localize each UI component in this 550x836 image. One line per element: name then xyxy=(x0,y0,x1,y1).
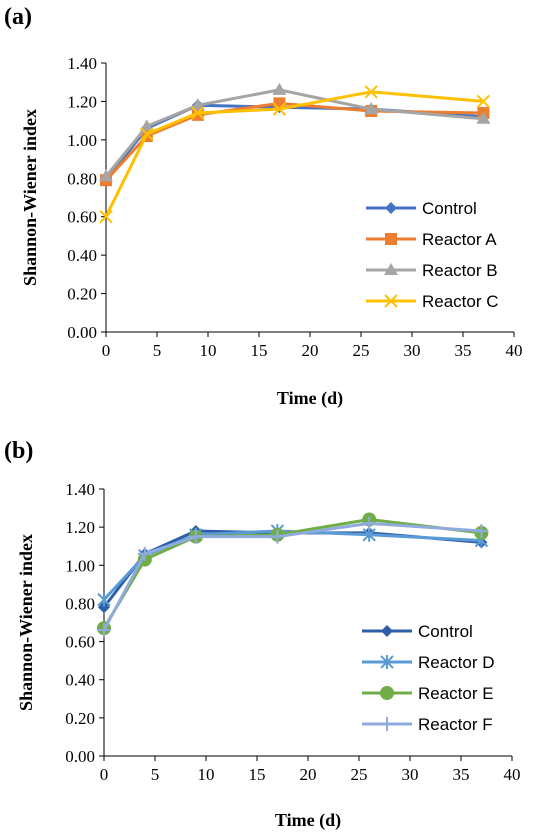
legend-marker xyxy=(384,294,398,308)
data-point xyxy=(190,98,205,111)
x-tick-label: 40 xyxy=(506,341,523,360)
panel-a-label: (a) xyxy=(4,4,32,30)
data-point xyxy=(364,85,378,99)
data-point xyxy=(270,529,285,544)
chart-panel-0: 0.00 0.20 0.40 0.60 0.80 1.00 1.20 1.40 0 5 10 15 20… xyxy=(20,54,523,409)
legend-label: Reactor E xyxy=(418,684,494,703)
legend-label: Reactor A xyxy=(422,230,497,249)
y-tick-label: 0.00 xyxy=(67,323,97,342)
y-tick-label: 0.20 xyxy=(67,285,97,304)
x-tick-label: 10 xyxy=(200,341,217,360)
legend: Control Reactor A Reactor B Reactor C xyxy=(366,199,499,311)
series-line xyxy=(104,90,484,218)
x-tick-label: 15 xyxy=(249,765,266,784)
legend-label: Reactor D xyxy=(418,653,495,672)
series-line xyxy=(104,103,484,182)
x-tick-label: 20 xyxy=(302,341,319,360)
data-point xyxy=(140,127,154,141)
series-line xyxy=(104,88,484,178)
legend-label: Control xyxy=(422,199,477,218)
y-tick-label: 1.20 xyxy=(65,518,95,537)
x-tick-label: 25 xyxy=(351,765,368,784)
legend-marker xyxy=(385,202,397,214)
x-tick-label: 35 xyxy=(453,765,470,784)
legend-label: Reactor C xyxy=(422,292,499,311)
y-tick-label: 0.80 xyxy=(65,594,95,613)
series-2 xyxy=(99,82,491,182)
y-tick-label: 0.00 xyxy=(65,747,95,766)
x-tick-label: 5 xyxy=(153,341,162,360)
x-tick-label: 30 xyxy=(404,341,421,360)
data-point xyxy=(97,623,111,638)
series-1 xyxy=(100,97,490,187)
x-tick-label: 20 xyxy=(300,765,317,784)
series-line xyxy=(102,521,482,631)
series-2 xyxy=(97,512,489,636)
legend: Control Reactor D Reactor E Reactor F xyxy=(362,622,495,734)
y-tick-label: 0.20 xyxy=(65,709,95,728)
y-tick-label: 1.00 xyxy=(65,556,95,575)
legend-marker xyxy=(380,655,394,669)
series-3 xyxy=(97,516,489,638)
y-axis-title: Shannon-Wiener index xyxy=(16,534,36,711)
x-tick-label: 35 xyxy=(455,341,472,360)
legend-marker xyxy=(380,717,394,731)
legend-label: Reactor B xyxy=(422,261,498,280)
panel-b-label: (b) xyxy=(4,438,34,464)
y-axis-title: Shannon-Wiener index xyxy=(20,109,40,286)
x-tick-label: 30 xyxy=(402,765,419,784)
data-point xyxy=(137,546,152,561)
legend-marker xyxy=(380,686,394,700)
legend-label: Reactor F xyxy=(418,715,493,734)
data-point xyxy=(272,82,287,95)
y-tick-label: 0.40 xyxy=(67,246,97,265)
data-point xyxy=(99,169,113,182)
data-point xyxy=(191,106,205,120)
y-tick-label: 0.60 xyxy=(65,633,95,652)
data-point xyxy=(364,102,379,115)
series-3 xyxy=(99,85,491,224)
x-tick-label: 15 xyxy=(251,341,268,360)
y-tick-label: 1.40 xyxy=(67,54,97,73)
data-point xyxy=(139,119,154,132)
series-line xyxy=(102,529,482,609)
data-point xyxy=(99,210,113,224)
x-tick-label: 40 xyxy=(504,765,521,784)
legend-marker xyxy=(384,263,398,275)
data-point xyxy=(476,111,491,124)
chart-panel-1: 0.00 0.20 0.40 0.60 0.80 1.00 1.20 1.40 0 5 10 15 20… xyxy=(16,480,521,831)
x-tick-label: 0 xyxy=(102,341,111,360)
x-axis-title: Time (d) xyxy=(275,810,341,831)
x-axis-title: Time (d) xyxy=(277,388,343,409)
data-point xyxy=(272,102,287,116)
y-tick-label: 1.00 xyxy=(67,131,97,150)
y-tick-label: 0.60 xyxy=(67,208,97,227)
data-point xyxy=(188,529,203,544)
y-tick-label: 0.80 xyxy=(67,169,97,188)
y-tick-label: 1.20 xyxy=(67,92,97,111)
series-line xyxy=(102,529,482,601)
legend-marker xyxy=(381,625,393,637)
series-1 xyxy=(97,523,489,607)
x-tick-label: 10 xyxy=(198,765,215,784)
y-tick-label: 0.40 xyxy=(65,671,95,690)
data-point xyxy=(474,523,489,538)
data-point xyxy=(98,601,110,614)
x-tick-label: 0 xyxy=(100,765,109,784)
legend-marker xyxy=(385,233,397,245)
x-tick-label: 5 xyxy=(151,765,160,784)
legend-label: Control xyxy=(418,622,473,641)
data-point xyxy=(97,592,111,607)
y-tick-label: 1.40 xyxy=(65,480,95,499)
data-point xyxy=(362,516,377,531)
data-point xyxy=(476,94,491,109)
x-tick-label: 25 xyxy=(353,341,370,360)
